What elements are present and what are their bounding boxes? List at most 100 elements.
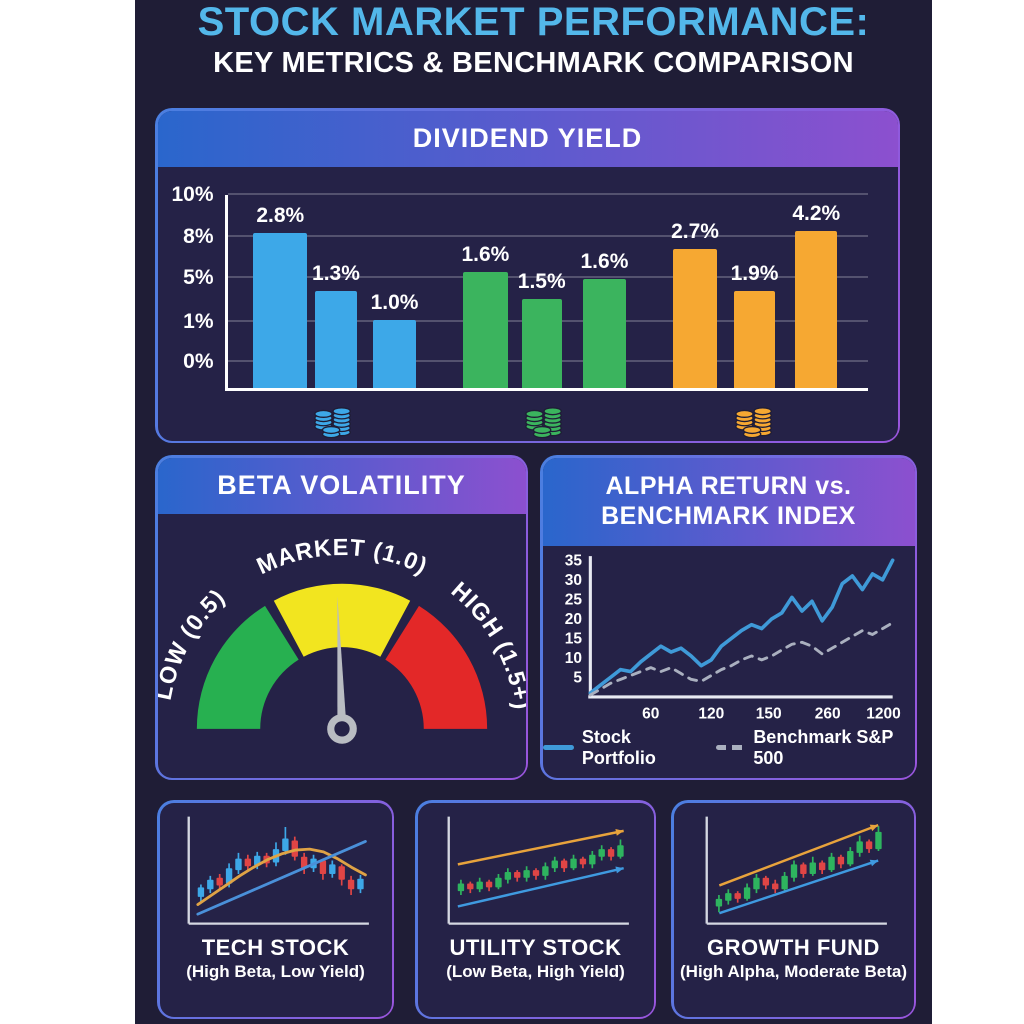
candle-body [513, 871, 520, 878]
bar-1.6%: 1.6% [581, 250, 628, 388]
candle-body [616, 844, 624, 857]
dividend-yield-title: DIVIDEND YIELD [412, 123, 643, 153]
candle-body [865, 840, 872, 849]
alpha-return-header: ALPHA RETURN vs. BENCHMARK INDEX [542, 457, 915, 546]
series-line-benchmark [588, 620, 894, 696]
tech-stock-card-body: TECH STOCK (High Beta, Low Yield) [159, 802, 392, 1017]
candle-body [579, 858, 586, 864]
candle-body [743, 886, 750, 899]
candle-body [244, 858, 251, 866]
x-axis-tick-label: 150 [755, 705, 781, 722]
candle-body [504, 871, 511, 880]
candle-body [476, 881, 483, 889]
beta-gauge: LOW (0.5) MARKET (1.0) HIGH (1.5+) [158, 534, 526, 744]
gauge-label-market: MARKET (1.0) [252, 534, 431, 579]
candle-body [809, 861, 816, 874]
candle-body [734, 892, 741, 899]
candle-body [541, 865, 549, 876]
candle-body [724, 892, 731, 901]
x-axis-tick-label: 60 [642, 705, 659, 722]
utility-stock-card: UTILITY STOCK (Low Beta, High Yield) [415, 800, 656, 1019]
upper-channel-arrow [457, 829, 624, 866]
beta-volatility-header: BETA VOLATILITY [157, 457, 526, 514]
candle-body [551, 860, 558, 868]
candle-body [281, 838, 289, 851]
growth-fund-subtitle: (High Alpha, Moderate Beta) [680, 961, 907, 981]
gauge-segment-low [196, 605, 299, 729]
benchmark-label: Benchmark S&P 500 [753, 726, 894, 768]
y-axis-tick-label: 20 [564, 611, 581, 628]
alpha-return-title-line1: ALPHA RETURN vs. [605, 472, 852, 500]
bar-1.0%: 1.0% [371, 291, 418, 388]
candle-body [818, 861, 825, 870]
candle-body [225, 867, 232, 884]
series-line-stock-portfolio [588, 557, 894, 695]
candle-body [569, 858, 577, 868]
legend-benchmark: Benchmark S&P 500 [715, 726, 915, 769]
y-axis-tick-label: 1% [183, 309, 214, 333]
utility-stock-chart [447, 816, 629, 925]
upper-channel-arrow-head [869, 824, 878, 831]
candle-body [206, 879, 213, 889]
growth-fund-title: GROWTH FUND [707, 934, 880, 960]
bar-value-label: 1.9% [730, 262, 779, 285]
trend-line [195, 839, 367, 916]
candle-body [466, 883, 473, 889]
tech-stock-card: TECH STOCK (High Beta, Low Yield) [157, 800, 394, 1019]
gauge-segment-market [273, 583, 410, 657]
candle-body [799, 863, 807, 874]
candle-body [827, 856, 835, 870]
candle-body [319, 860, 326, 874]
gauge-segment-high [384, 605, 487, 729]
candle-body [291, 839, 298, 857]
candle-body [216, 877, 223, 885]
gridline [227, 275, 868, 278]
candle-body [856, 840, 863, 853]
candle-body [328, 863, 335, 874]
y-axis-tick-label: 5 [573, 669, 582, 686]
bar-value-label: 1.5% [517, 269, 566, 293]
utility-stock-card-body: UTILITY STOCK (Low Beta, High Yield) [417, 802, 654, 1017]
candle-body [762, 877, 769, 885]
dividend-yield-card-body: DIVIDEND YIELD 10% 8% 5% 1% 0% 2.8% 1.3% 1.0% 1.… [157, 110, 898, 441]
bar-1.5%: 1.5% [518, 270, 566, 388]
candle-body [338, 865, 345, 880]
candle-body [485, 881, 492, 887]
candle-body [846, 850, 853, 864]
candle-body [560, 860, 567, 868]
lower-channel-arrow-head [869, 859, 878, 866]
stock-portfolio-line-swatch [542, 745, 574, 750]
candle-body [234, 858, 242, 870]
candle-body [347, 879, 354, 889]
candle-body [522, 869, 530, 878]
candle-body [837, 856, 844, 864]
bar-value-label: 1.6% [580, 250, 629, 274]
coins-orange-icon [732, 394, 778, 438]
bar-4.2%: 4.2% [792, 202, 840, 388]
dividend-yield-header: DIVIDEND YIELD [157, 110, 898, 167]
lower-channel-arrow-head [614, 866, 624, 873]
upper-channel-arrow-head [614, 828, 624, 836]
candle-body [780, 875, 788, 889]
y-axis-tick-label: 30 [564, 571, 581, 588]
y-axis-tick-label: 0% [183, 350, 214, 374]
alpha-return-card-body: ALPHA RETURN vs. BENCHMARK INDEX 35 30 25 2… [542, 457, 915, 778]
dividend-yield-card: DIVIDEND YIELD 10% 8% 5% 1% 0% 2.8% 1.3% 1.0% 1.… [155, 108, 900, 443]
y-axis-tick-label: 10 [564, 650, 581, 667]
legend-stock-portfolio: Stock Portfolio [542, 727, 700, 769]
bar-1.3%: 1.3% [312, 262, 360, 388]
page-title: STOCK MARKET PERFORMANCE: [197, 0, 870, 44]
bar-value-label: 1.0% [370, 290, 419, 314]
lower-channel-arrow [457, 866, 624, 908]
candle-body [874, 831, 882, 849]
candle-body [532, 869, 539, 876]
candle-body [771, 883, 778, 889]
tech-stock-title: TECH STOCK [201, 934, 350, 960]
bar-1.9%: 1.9% [731, 262, 778, 388]
candle-body [356, 878, 364, 889]
beta-volatility-card: BETA VOLATILITY LOW (0.5) MARKET (1.0) H… [155, 455, 528, 780]
alpha-legend: Stock Portfolio Benchmark S&P 500 [542, 726, 915, 769]
coins-green-icon [522, 394, 568, 438]
bar-1.6%: 1.6% [461, 243, 509, 388]
coins-blue-icon [311, 394, 357, 438]
